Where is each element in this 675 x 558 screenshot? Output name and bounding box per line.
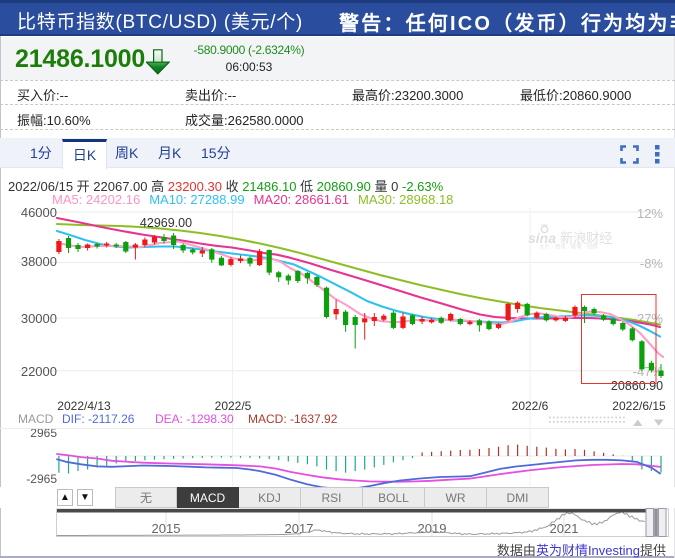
svg-text:2019: 2019	[418, 521, 447, 536]
svg-text:2022/4/13: 2022/4/13	[57, 399, 111, 413]
svg-text:MACD: -1637.92: MACD: -1637.92	[248, 412, 338, 426]
svg-text:sina: sina	[528, 230, 556, 246]
svg-text:-2965: -2965	[26, 472, 57, 486]
svg-text:2022/6/15: 2022/6/15	[612, 399, 666, 413]
svg-text:12%: 12%	[637, 206, 663, 221]
svg-text:22000: 22000	[21, 364, 57, 379]
svg-text:42969.00: 42969.00	[140, 216, 192, 230]
svg-text:-8%: -8%	[640, 256, 664, 271]
svg-text:新浪财经: 新浪财经	[560, 231, 613, 246]
svg-text:2021: 2021	[550, 521, 579, 536]
svg-text:2022/5: 2022/5	[215, 399, 252, 413]
svg-text:DEA: -1298.30: DEA: -1298.30	[155, 412, 234, 426]
svg-text:2965: 2965	[30, 426, 57, 440]
svg-text:30000: 30000	[21, 311, 57, 326]
svg-text:2015: 2015	[152, 521, 181, 536]
svg-text:大片 · 资讯 · 微博 · 视频: 大片 · 资讯 · 微博 · 视频	[539, 243, 598, 251]
svg-text:46000: 46000	[21, 206, 57, 220]
svg-text:MACD: MACD	[18, 412, 54, 426]
svg-text:DIF: -2117.26: DIF: -2117.26	[62, 412, 135, 426]
svg-text:38000: 38000	[21, 254, 57, 269]
svg-text:2022/6: 2022/6	[512, 399, 549, 413]
svg-text:20860.90: 20860.90	[611, 379, 663, 393]
